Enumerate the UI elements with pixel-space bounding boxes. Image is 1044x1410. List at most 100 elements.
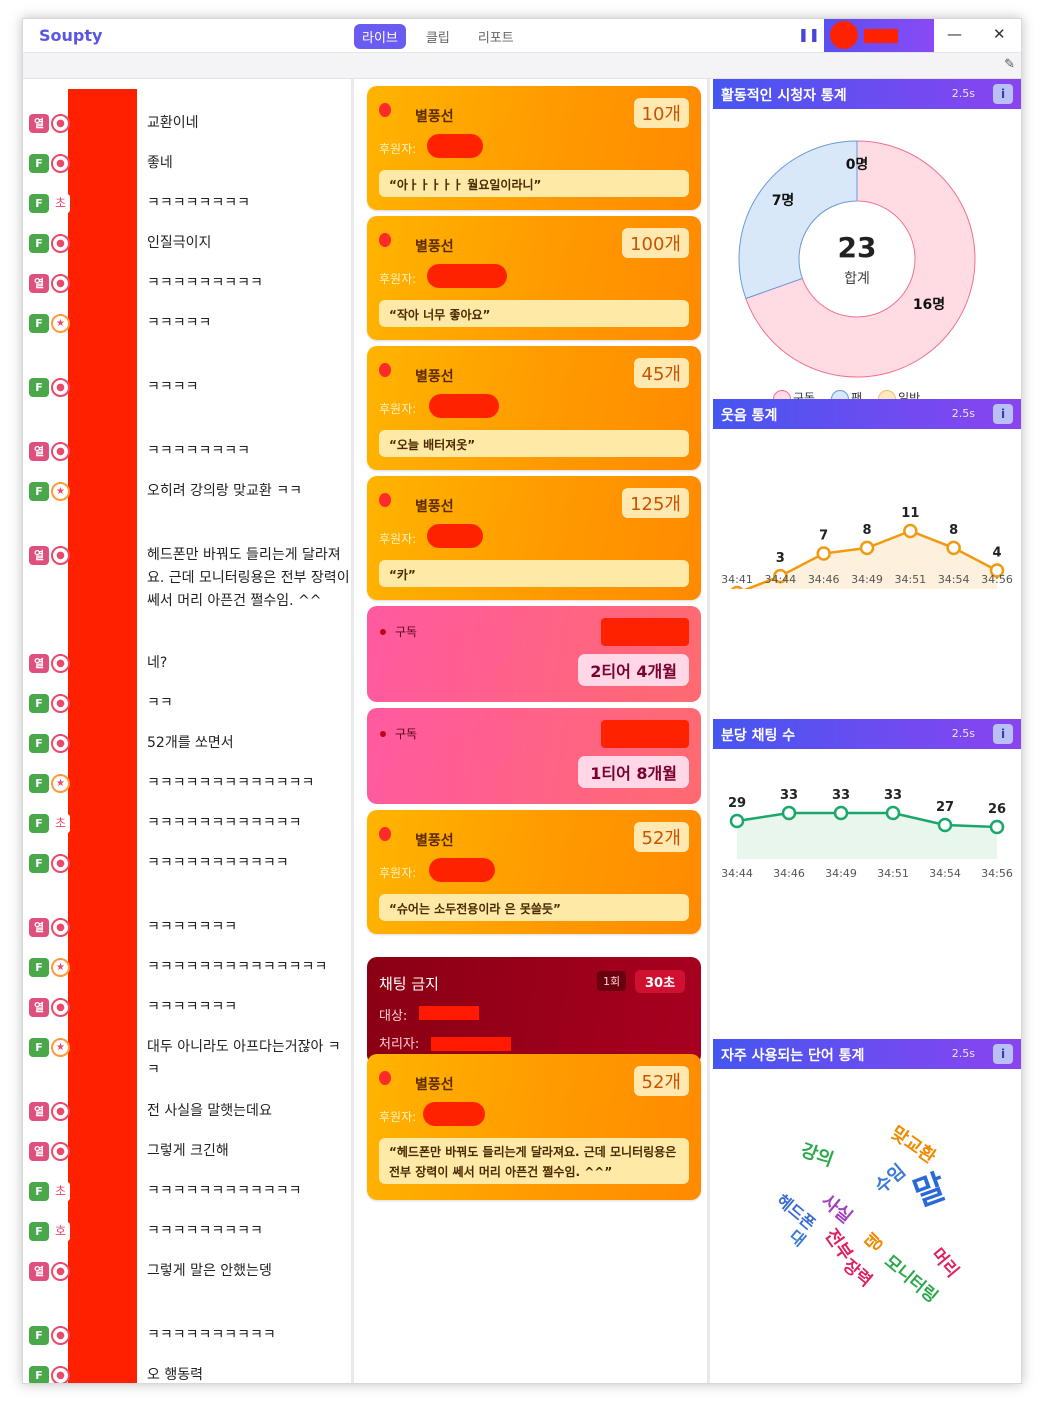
sponsor-label: 후원자: [379,142,417,156]
event-feed: 채팅 금지 1회 30초 대상: 처리자: 별풍선 10개 후원자: “아ㅏㅏㅏㅏㅏ … [357,79,710,1383]
balloon-count: 125개 [622,488,689,518]
chat-rate-title: 분당 채팅 수 [721,728,796,744]
text-badge: 호 [51,1222,70,1241]
viewer-stats-interval: 2.5s [951,87,975,100]
user-profile-chip[interactable] [824,19,934,52]
chat-message-text: ㅋㅋㅋㅋ [147,379,199,395]
fan-badge: F [29,154,49,173]
chat-message-text: ㅋㅋㅋㅋㅋㅋㅋㅋㅋㅋㅋㅋㅋ [147,775,315,791]
fan-badge: F [29,814,49,833]
balloon-icon [379,103,391,117]
fan-badge: F [29,482,49,501]
tab-clip[interactable]: 클립 [425,31,450,46]
x-tick-label: 34:56 [981,867,1013,880]
sponsor-label: 후원자: [379,1110,417,1124]
data-point [989,563,1005,578]
ring-badge-icon: ● [51,1366,70,1383]
chat-message-text: 52개를 쏘면서 [147,735,234,751]
ban-duration-badge: 30초 [635,970,686,993]
edit-icon[interactable]: ✎ [1004,57,1015,72]
donut-slice [738,140,858,300]
ring-badge-icon: ● [51,274,70,293]
chat-message-text: 전 사실을 말햇는데요 [147,1103,272,1119]
chat-message-text: ㅋㅋㅋㅋㅋㅋㅋㅋ [147,195,251,211]
subscriber-name-redacted [601,720,689,748]
sponsor-name-redacted [429,858,495,882]
x-tick-label: 34:46 [773,867,805,880]
data-label: 4 [992,545,1001,560]
chat-message-text: 그렇게 말은 안했는뎅 [147,1263,272,1279]
x-tick-label: 34:49 [851,573,883,586]
viewer-stats-header: 활동적인 시청자 통계 2.5s i [713,79,1021,109]
fan-badge: F [29,234,49,253]
word-cloud-word: 수임 [871,1160,910,1198]
ban-target-redacted [419,1006,479,1020]
data-label: 29 [728,796,746,811]
minimize-button[interactable]: — [947,25,962,43]
ban-count-badge: 1회 [597,971,627,991]
fan-badge: F [29,854,49,873]
usernames-redacted [68,89,137,1383]
close-button[interactable]: ✕ [993,25,1006,43]
text-badge: 초 [51,194,70,213]
laugh-stats-title: 웃음 통계 [721,408,778,424]
sponsor-name-redacted [427,134,483,158]
balloon-donation-card: 별풍선 125개 후원자: “카” [367,476,701,600]
ban-title: 채팅 금지 [379,975,439,993]
balloon-count: 100개 [622,228,689,258]
viewer-stats-title: 활동적인 시청자 통계 [721,88,847,104]
pause-icon[interactable]: ❚❚ [798,28,820,43]
data-label: 26 [988,802,1006,817]
tab-report[interactable]: 리포트 [477,31,514,46]
donut-total: 23 [838,231,877,264]
ban-handler-redacted [431,1037,511,1051]
fan-badge: F [29,1326,49,1345]
fan-badge: F [29,1222,49,1241]
sponsor-name-redacted [427,524,483,548]
avatar [830,21,858,49]
sponsor-name-redacted [429,394,499,418]
fan-badge: F [29,734,49,753]
balloon-title: 별풍선 [415,1077,454,1093]
data-label: 33 [832,788,850,803]
subscriber-badge: 열 [29,998,49,1017]
chat-message-text: 헤드폰만 바꿔도 들리는게 달라져요. 근데 모니터링용은 전부 장력이 쎄서 … [147,547,354,609]
info-icon[interactable]: i [993,404,1013,424]
chat-message-text: 교환이네 [147,115,199,131]
data-label: 33 [884,788,902,803]
donut-slice-label: 7명 [772,192,795,209]
chat-message-text: ㅋㅋㅋㅋㅋㅋㅋㅋㅋㅋㅋㅋㅋㅋ [147,959,328,975]
fan-badge: F [29,1038,49,1057]
balloon-icon [379,363,391,377]
word-cloud-word: 말 [908,1166,952,1215]
balloon-title: 별풍선 [415,833,454,849]
star-badge-icon: ★ [51,482,70,501]
info-icon[interactable]: i [993,724,1013,744]
data-point [730,585,744,589]
toolbar: ✎ [23,53,1021,79]
ring-badge-icon: ● [51,734,70,753]
word-stats-interval: 2.5s [951,1047,975,1060]
ring-badge-icon: ● [51,1326,70,1345]
chat-message-text: ㅋㅋㅋㅋㅋㅋㅋㅋ [147,443,251,459]
data-label: 11 [901,506,919,521]
ring-badge-icon: ● [51,854,70,873]
balloon-icon [379,493,391,507]
chat-message-text: 오히려 강의랑 맞교환 ㅋㅋ [147,483,303,499]
info-icon[interactable]: i [993,84,1013,104]
balloon-donation-card: 별풍선 52개 후원자: “슈어는 소두전용이라 은 못쓸듯” [367,810,701,934]
donation-message: “헤드폰만 바꿔도 들리는게 달라져요. 근데 모니터링용은 전부 장력이 쎄서… [379,1138,689,1184]
data-label: 27 [936,800,954,815]
star-badge-icon: ★ [51,774,70,793]
ring-badge-icon: ● [51,694,70,713]
data-point [885,805,901,821]
balloon-count: 10개 [633,98,689,128]
chat-message-text: 좋네 [147,155,173,171]
subscriber-badge: 열 [29,442,49,461]
word-cloud: 강의 맞교환 수임 말 헤드폰 사실 대 전부 뎅 장력 모니터링 머리 [713,1069,1021,1369]
tab-live[interactable]: 라이브 [354,24,406,49]
title-bar: Soupty 라이브 클립 리포트 ❚❚ — ✕ [23,19,1021,53]
chat-message-text: 인질극이지 [147,235,212,251]
info-icon[interactable]: i [993,1044,1013,1064]
balloon-title: 별풍선 [415,109,454,125]
